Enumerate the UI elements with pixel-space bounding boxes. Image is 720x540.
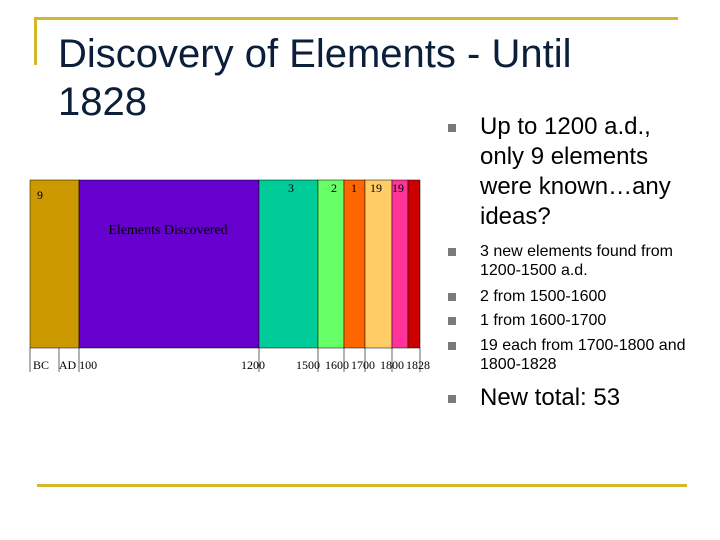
frame-bottom-line	[37, 484, 687, 487]
bullet-text: 3 new elements found from 1200-1500 a.d.	[480, 243, 673, 279]
bullet-square-icon	[448, 293, 456, 301]
period-bar-segment	[364, 179, 393, 349]
bullet-text: Up to 1200 a.d., only 9 elements were kn…	[480, 113, 671, 230]
period-bar-segment	[407, 179, 421, 349]
x-tick-label: 1500	[296, 358, 320, 372]
x-tick-label: 1600	[325, 358, 349, 372]
slide-title: Discovery of Elements - Until 1828	[58, 32, 572, 124]
bullet-text: 1 from 1600-1700	[480, 312, 607, 329]
x-tick-label: AD 100	[59, 358, 97, 372]
segment-value-label: 2	[331, 181, 337, 195]
bullet-square-icon	[448, 124, 456, 132]
bullet-square-icon	[448, 248, 456, 256]
period-bar-segment	[258, 179, 319, 349]
segment-value-label: 9	[37, 188, 43, 202]
segment-value-label: 1	[351, 181, 357, 195]
x-tick-label: 1700	[351, 358, 375, 372]
period-bar-segment	[391, 179, 409, 349]
x-tick-label: 1200	[241, 358, 265, 372]
segment-value-label: 19	[392, 181, 404, 195]
bullet-text: 19 each from 1700-1800 and 1800-1828	[480, 337, 686, 373]
period-bar-segment	[343, 179, 366, 349]
segment-value-label: 19	[370, 181, 382, 195]
bullet-text: 2 from 1500-1600	[480, 288, 607, 305]
bullet-square-icon	[448, 395, 456, 403]
segment-value-label: 3	[288, 181, 294, 195]
bullet-square-icon	[448, 342, 456, 350]
x-tick-label: 1828	[406, 358, 430, 372]
bullet-text: New total: 53	[480, 384, 621, 411]
frame-left-line	[34, 17, 37, 65]
chart-label: Elements Discovered	[108, 223, 227, 238]
x-tick-label: 1800	[380, 358, 404, 372]
period-bar-segment	[317, 179, 345, 349]
period-bar-segment	[78, 179, 260, 349]
bullet-square-icon	[448, 317, 456, 325]
x-tick-label: BC	[33, 358, 49, 372]
period-bar-segment	[29, 179, 80, 349]
frame-top-line	[34, 17, 678, 20]
